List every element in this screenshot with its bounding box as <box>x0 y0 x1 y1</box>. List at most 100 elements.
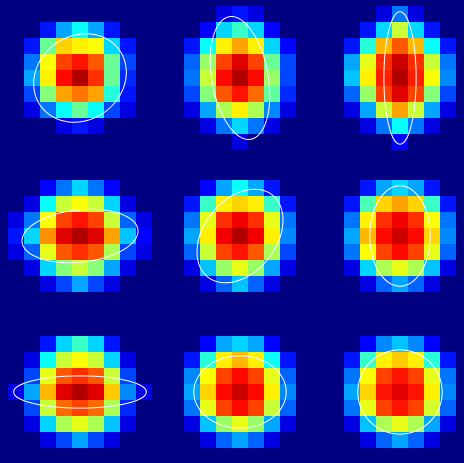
heatmap-cell <box>184 212 200 228</box>
heatmap-cell <box>392 38 408 54</box>
heatmap-cell <box>8 212 24 228</box>
heatmap-cell <box>40 38 56 54</box>
heatmap-cell <box>232 180 248 196</box>
heatmap-cell <box>136 212 152 228</box>
heatmap-cell <box>376 102 392 118</box>
heatmap-cell <box>248 6 264 22</box>
heatmap-cell <box>248 260 264 276</box>
heatmap-cell <box>424 368 440 384</box>
heatmap-cell <box>24 244 40 260</box>
ellipse-overlay-layer <box>13 11 443 435</box>
heatmap-panel-r3c1 <box>8 336 152 448</box>
heatmap-cell <box>280 196 296 212</box>
heatmap-cell <box>264 400 280 416</box>
heatmap-cell <box>56 212 72 228</box>
heatmap-cell <box>392 22 408 38</box>
heatmap-cell <box>392 228 408 244</box>
heatmap-cell <box>360 244 376 260</box>
heatmap-cell <box>216 22 232 38</box>
heatmap-cell <box>264 22 280 38</box>
ellipse-overlay-r3c1 <box>13 375 147 409</box>
heatmap-panel-r2c1 <box>8 180 152 292</box>
heatmap-cell <box>360 260 376 276</box>
heatmap-cell <box>280 244 296 260</box>
heatmap-cell <box>344 102 360 118</box>
heatmap-panel-r2c3 <box>344 180 456 292</box>
heatmap-cell <box>232 416 248 432</box>
heatmap-cell <box>376 416 392 432</box>
heatmap-cell <box>232 432 248 448</box>
heatmap-cell <box>104 212 120 228</box>
heatmap-cell <box>120 86 136 102</box>
heatmap-cell <box>248 196 264 212</box>
heatmap-cell <box>40 336 56 352</box>
heatmap-cell <box>424 416 440 432</box>
heatmap-cell <box>88 244 104 260</box>
heatmap-cell <box>408 276 424 292</box>
heatmap-cell <box>440 260 456 276</box>
heatmap-cell <box>24 54 40 70</box>
heatmap-cell <box>408 432 424 448</box>
heatmap-cell <box>120 400 136 416</box>
heatmap-cell <box>344 212 360 228</box>
heatmap-cell <box>104 196 120 212</box>
heatmap-cell <box>232 368 248 384</box>
heatmap-cell <box>424 54 440 70</box>
heatmap-cell <box>40 70 56 86</box>
heatmap-panel-r3c2 <box>184 336 296 448</box>
heatmap-cell <box>376 400 392 416</box>
heatmap-cell <box>88 228 104 244</box>
heatmap-cell <box>392 212 408 228</box>
heatmap-cell <box>40 384 56 400</box>
heatmap-cell <box>216 196 232 212</box>
heatmap-cell <box>200 260 216 276</box>
heatmap-cell <box>408 368 424 384</box>
heatmap-cell <box>104 400 120 416</box>
heatmap-cell <box>392 352 408 368</box>
heatmap-cell <box>104 244 120 260</box>
heatmap-cell <box>408 38 424 54</box>
heatmap-cell <box>216 102 232 118</box>
heatmap-cell <box>232 260 248 276</box>
heatmap-cell <box>136 384 152 400</box>
ellipse-overlay-r2c1 <box>21 208 139 264</box>
heatmap-cell <box>280 212 296 228</box>
heatmap-cell <box>392 368 408 384</box>
heatmap-cell <box>248 276 264 292</box>
heatmap-cell <box>40 54 56 70</box>
heatmap-cell <box>24 38 40 54</box>
heatmap-cell <box>56 276 72 292</box>
heatmap-cell <box>24 212 40 228</box>
heatmap-cell <box>440 196 456 212</box>
heatmap-panel-r1c2 <box>184 6 296 150</box>
heatmap-cell <box>56 22 72 38</box>
heatmap-cell <box>56 118 72 134</box>
heatmap-cell <box>24 416 40 432</box>
heatmap-cell <box>280 400 296 416</box>
heatmap-cell <box>232 212 248 228</box>
heatmap-cell <box>56 38 72 54</box>
heatmap-cell <box>344 416 360 432</box>
heatmap-cell <box>24 102 40 118</box>
heatmap-cell <box>216 180 232 196</box>
heatmap-cell <box>120 244 136 260</box>
heatmap-cell <box>376 260 392 276</box>
heatmap-cell <box>72 118 88 134</box>
heatmap-cell <box>280 368 296 384</box>
heatmap-cell <box>72 22 88 38</box>
heatmap-cell <box>264 196 280 212</box>
heatmap-cell <box>376 384 392 400</box>
heatmap-cell <box>408 22 424 38</box>
heatmap-cell <box>24 384 40 400</box>
heatmap-cell <box>248 38 264 54</box>
heatmap-cell <box>408 336 424 352</box>
heatmap-cell <box>248 54 264 70</box>
heatmap-cell <box>264 432 280 448</box>
heatmap-cell <box>248 384 264 400</box>
heatmap-cell <box>424 22 440 38</box>
heatmap-cell <box>344 368 360 384</box>
heatmap-cell <box>360 102 376 118</box>
heatmap-cell <box>408 400 424 416</box>
heatmap-cell <box>232 86 248 102</box>
heatmap-cell <box>104 86 120 102</box>
